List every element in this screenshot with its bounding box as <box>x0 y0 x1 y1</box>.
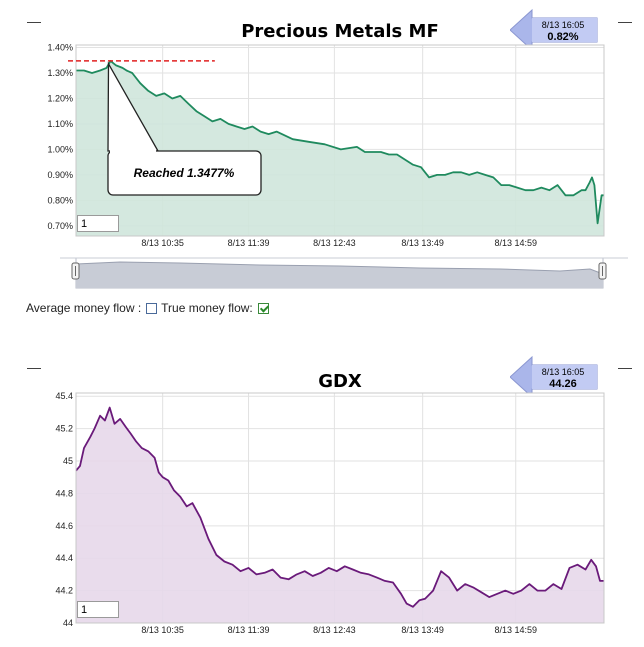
y-tick-label: 44.6 <box>55 521 73 531</box>
y-tick-label: 1.10% <box>47 119 73 129</box>
x-tick-label: 8/13 11:39 <box>228 238 270 248</box>
flag-value: 44.26 <box>549 378 577 390</box>
chart-title: GDX <box>318 371 362 392</box>
series-line <box>75 406 604 608</box>
x-tick-label: 8/13 13:49 <box>401 238 444 248</box>
x-tick-label: 8/13 13:49 <box>401 625 444 635</box>
y-tick-label: 0.80% <box>47 195 73 205</box>
x-tick-label: 8/13 12:43 <box>313 625 356 635</box>
plot-border <box>75 44 605 237</box>
y-tick-label: 1.00% <box>47 144 73 154</box>
collapse-toggle-right[interactable]: — <box>618 13 632 29</box>
collapse-toggle[interactable]: — <box>27 13 41 29</box>
x-tick-label: 8/13 14:59 <box>494 625 537 635</box>
money-flow-chart: 1.40% 1.30% 1.20% 1.10% 1.00% 0.90% 0.80% 0.70%… <box>47 43 605 248</box>
flag-value: 0.82% <box>547 31 579 43</box>
plot-border <box>75 392 605 624</box>
series-area <box>76 407 604 623</box>
flag-timestamp: 8/13 16:05 <box>541 20 585 30</box>
arrow-flag-icon <box>510 355 598 399</box>
x-tick-label: 8/13 11:39 <box>228 625 270 635</box>
series-line <box>76 60 604 225</box>
x-tick-label: 8/13 12:43 <box>313 238 356 248</box>
chart-title: Precious Metals MF <box>241 21 439 42</box>
collapse-toggle-right[interactable]: — <box>618 359 632 375</box>
collapse-toggle[interactable]: — <box>27 359 41 375</box>
range-navigator[interactable] <box>0 250 644 292</box>
zoom-input[interactable]: 1 <box>77 215 119 232</box>
x-tick-label: 8/13 10:35 <box>141 238 184 248</box>
navigator-right-handle[interactable] <box>598 262 607 280</box>
navigator-left-handle[interactable] <box>71 262 80 280</box>
callout-text: Reached 1.3477% <box>134 166 235 180</box>
y-tick-label: 1.20% <box>47 93 73 103</box>
latest-value-flag: 8/13 16:05 44.26 <box>510 355 598 399</box>
latest-value-flag: 8/13 16:05 0.82% <box>510 8 598 52</box>
y-tick-label: 44 <box>63 618 73 628</box>
money-flow-toggles: Average money flow : True money flow: <box>26 301 273 315</box>
average-money-flow-checkbox[interactable] <box>146 302 158 314</box>
y-tick-label: 1.40% <box>47 43 73 53</box>
peak-callout: Reached 1.3477% <box>107 61 262 196</box>
arrow-flag-icon <box>510 8 598 52</box>
zoom-input[interactable]: 1 <box>77 601 119 618</box>
flag-timestamp: 8/13 16:05 <box>541 367 585 377</box>
y-tick-label: 44.8 <box>55 488 73 498</box>
x-tick-label: 8/13 10:35 <box>141 625 184 635</box>
x-tick-label: 8/13 14:59 <box>494 238 537 248</box>
y-tick-label: 0.90% <box>47 170 73 180</box>
y-tick-label: 44.2 <box>55 586 73 596</box>
y-tick-label: 1.30% <box>47 68 73 78</box>
y-tick-label: 44.4 <box>55 553 73 563</box>
y-tick-label: 45.4 <box>55 391 73 401</box>
average-money-flow-label: Average money flow : <box>26 301 142 315</box>
y-tick-label: 45.2 <box>55 424 73 434</box>
true-money-flow-checkbox[interactable] <box>257 302 269 314</box>
true-money-flow-label: True money flow: <box>161 301 253 315</box>
y-tick-label: 0.70% <box>47 221 73 231</box>
y-tick-label: 45 <box>63 456 73 466</box>
